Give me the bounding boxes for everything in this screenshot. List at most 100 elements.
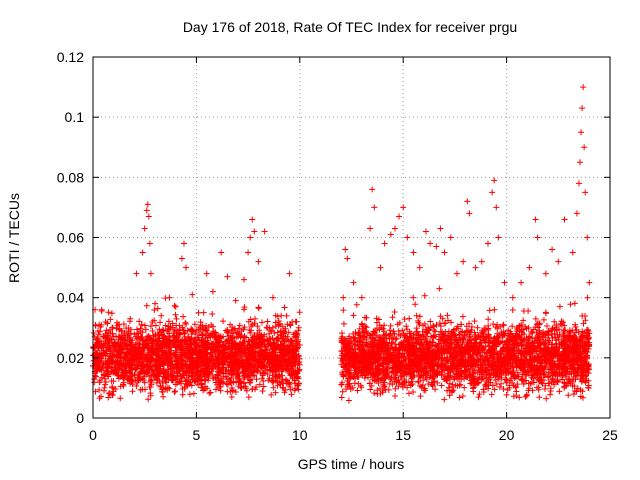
data-point [296, 309, 303, 316]
data-point [98, 307, 105, 314]
data-point [413, 312, 420, 319]
data-point [387, 322, 394, 329]
data-point [338, 394, 345, 401]
data-point [272, 312, 279, 319]
data-point [245, 394, 252, 401]
data-point [142, 326, 149, 333]
data-point [235, 379, 242, 386]
data-point [295, 367, 302, 374]
data-point [90, 329, 97, 336]
data-point [171, 302, 178, 309]
data-point [230, 326, 237, 333]
data-point [543, 395, 550, 402]
data-point [134, 330, 141, 337]
data-point [456, 394, 463, 401]
data-point [500, 322, 507, 329]
data-point [178, 378, 185, 385]
data-point [412, 301, 419, 308]
data-point [172, 311, 179, 318]
data-point [421, 292, 428, 299]
data-point [145, 333, 152, 340]
data-point [286, 379, 293, 386]
data-point [283, 312, 290, 319]
data-point [241, 306, 248, 313]
data-point [114, 322, 121, 329]
data-point [361, 314, 368, 321]
data-point [410, 294, 417, 301]
data-point [191, 321, 198, 328]
data-point [151, 317, 158, 324]
data-point [247, 329, 254, 336]
data-point [471, 318, 478, 325]
data-point [220, 318, 227, 325]
data-point [218, 378, 225, 385]
data-point [162, 322, 169, 329]
data-point [176, 322, 183, 329]
data-point [288, 391, 295, 398]
data-point [556, 388, 563, 395]
data-point [340, 307, 347, 314]
data-point [271, 330, 278, 337]
data-point [145, 396, 152, 403]
data-point [547, 391, 554, 398]
data-point [206, 390, 213, 397]
data-point [151, 307, 158, 314]
data-point [207, 389, 214, 396]
data-point [374, 387, 381, 394]
data-point [179, 391, 186, 398]
data-point [228, 394, 235, 401]
data-point [340, 320, 347, 327]
data-point [275, 317, 282, 324]
data-point [584, 294, 591, 301]
data-point [197, 319, 204, 326]
data-point [417, 393, 424, 400]
data-point [542, 386, 549, 393]
data-points [90, 84, 593, 404]
data-point [258, 319, 265, 326]
data-point [154, 305, 161, 312]
data-point [200, 309, 207, 316]
data-point [235, 325, 242, 332]
data-point [485, 316, 492, 323]
data-point [240, 326, 247, 333]
data-point [503, 391, 510, 398]
data-point [107, 316, 114, 323]
data-point [133, 383, 140, 390]
data-point [565, 392, 572, 399]
data-point [570, 391, 577, 398]
data-point [282, 333, 289, 340]
data-point [520, 317, 527, 324]
data-point [152, 322, 159, 329]
data-point [149, 327, 156, 334]
data-point [353, 301, 360, 308]
data-point [243, 387, 250, 394]
data-point [236, 322, 243, 329]
data-point [170, 328, 177, 335]
data-point [163, 379, 170, 386]
data-point [232, 389, 239, 396]
data-point [259, 375, 266, 382]
data-point [203, 385, 210, 392]
data-point [183, 321, 190, 328]
data-point [147, 323, 154, 330]
data-point [158, 349, 165, 356]
data-point [436, 285, 443, 292]
data-point [174, 327, 181, 334]
data-point [108, 310, 115, 317]
data-point [91, 379, 98, 386]
data-point [491, 306, 498, 313]
data-point [259, 388, 266, 395]
data-point [180, 313, 187, 320]
data-point [171, 388, 178, 395]
data-point [567, 301, 574, 308]
data-point [350, 312, 357, 319]
data-point [117, 395, 124, 402]
data-point [488, 391, 495, 398]
data-point [177, 331, 184, 338]
data-point [281, 389, 288, 396]
data-point [255, 305, 262, 312]
data-point [399, 327, 406, 334]
data-point [212, 386, 219, 393]
data-point [172, 388, 179, 395]
